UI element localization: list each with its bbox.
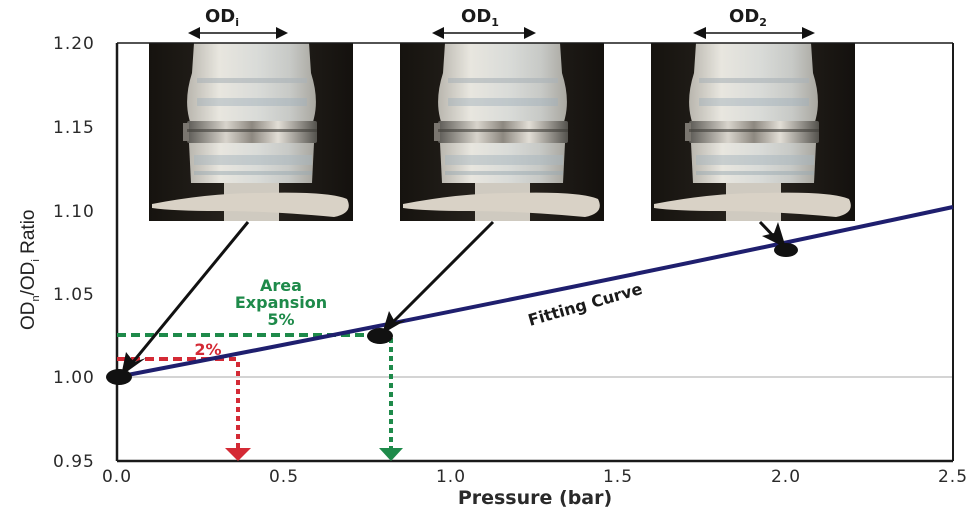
- svg-text:OD1: OD1: [461, 6, 499, 29]
- photo-od-initial: [149, 43, 353, 221]
- od-1-header: OD1: [432, 6, 536, 39]
- data-point-od-initial: [106, 369, 132, 385]
- arrow-head-icon: [382, 311, 406, 334]
- x-tick-label: 1.0: [436, 467, 466, 487]
- x-tick-label: 0.0: [102, 467, 132, 487]
- data-point-od-1: [367, 328, 393, 344]
- green-arrow-head-icon: [379, 448, 403, 461]
- x-tick-label: 1.5: [603, 467, 633, 487]
- pointer-arrow-od-initial: [126, 221, 250, 369]
- y-tick-label: 1.05: [53, 285, 95, 305]
- y-axis-title: ODn/ODi Ratio: [18, 210, 42, 331]
- photo-od-1: [400, 43, 604, 221]
- arrow-head-icon: [121, 352, 146, 376]
- arrow-head-icon: [762, 222, 786, 248]
- data-point-od-2: [774, 243, 798, 257]
- y-tick-label: 0.95: [53, 452, 95, 472]
- od-2-header: OD2: [693, 6, 815, 39]
- x-tick-label: 2.0: [771, 467, 801, 487]
- photo-od-2: [651, 43, 855, 221]
- right-arrow-icon: [524, 27, 536, 39]
- fitting-curve-label: Fitting Curve: [526, 279, 645, 330]
- y-tick-label: 1.15: [53, 118, 95, 138]
- left-arrow-icon: [432, 27, 444, 39]
- y-tick-label: 1.20: [53, 34, 95, 54]
- left-arrow-icon: [188, 27, 200, 39]
- svg-text:ODi: ODi: [205, 6, 239, 29]
- area-expansion-label-line3: 5%: [267, 310, 294, 329]
- red-arrow-head-icon: [225, 448, 251, 461]
- x-tick-label: 0.5: [269, 467, 299, 487]
- right-arrow-icon: [276, 27, 288, 39]
- x-axis-title: Pressure (bar): [458, 487, 612, 509]
- y-tick-label: 1.00: [53, 368, 95, 388]
- left-arrow-icon: [693, 27, 706, 39]
- two-percent-label: 2%: [194, 340, 221, 359]
- area-expansion-label-line2: Expansion: [235, 293, 327, 312]
- right-arrow-icon: [802, 27, 815, 39]
- x-tick-label: 2.5: [938, 467, 968, 487]
- svg-text:OD2: OD2: [729, 6, 767, 29]
- fitting-curve-line: [116, 205, 954, 379]
- svg-text:ODn/ODi Ratio: ODn/ODi Ratio: [18, 210, 42, 331]
- pointer-arrow-od-1: [384, 220, 495, 331]
- area-expansion-label-line1: Area: [260, 276, 302, 295]
- od-initial-header: ODi: [188, 6, 288, 39]
- y-tick-label: 1.10: [53, 202, 95, 222]
